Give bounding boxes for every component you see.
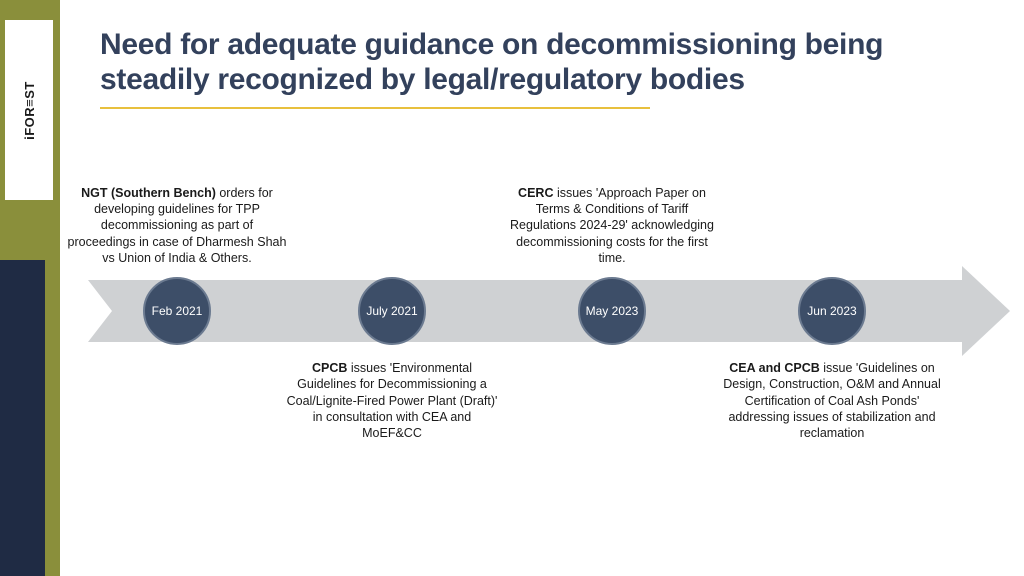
timeline-node: July 2021: [358, 277, 426, 345]
sidebar-navy-bg: [0, 260, 45, 576]
timeline-arrow-head: [962, 266, 1010, 356]
timeline-desc-bold: NGT (Southern Bench): [81, 186, 216, 200]
timeline-desc: NGT (Southern Bench) orders for developi…: [67, 185, 287, 266]
timeline: Feb 2021 July 2021 May 2023 Jun 2023: [88, 280, 1018, 342]
timeline-node: Feb 2021: [143, 277, 211, 345]
content-area: Need for adequate guidance on decommissi…: [100, 28, 1000, 109]
timeline-node: Jun 2023: [798, 277, 866, 345]
title-underline: [100, 107, 650, 109]
page-title: Need for adequate guidance on decommissi…: [100, 28, 1000, 97]
timeline-desc: CERC issues 'Approach Paper on Terms & C…: [502, 185, 722, 266]
timeline-desc: CEA and CPCB issue 'Guidelines on Design…: [722, 360, 942, 441]
logo-brand: iFOR≡ST: [22, 81, 37, 140]
sidebar: iFOR≡ST: [0, 0, 60, 576]
timeline-desc-bold: CPCB: [312, 361, 347, 375]
timeline-desc: CPCB issues 'Environmental Guidelines fo…: [282, 360, 502, 441]
logo-box: iFOR≡ST: [5, 20, 53, 200]
timeline-arrow-tail: [88, 280, 112, 342]
timeline-node: May 2023: [578, 277, 646, 345]
timeline-desc-bold: CERC: [518, 186, 553, 200]
timeline-desc-bold: CEA and CPCB: [729, 361, 820, 375]
